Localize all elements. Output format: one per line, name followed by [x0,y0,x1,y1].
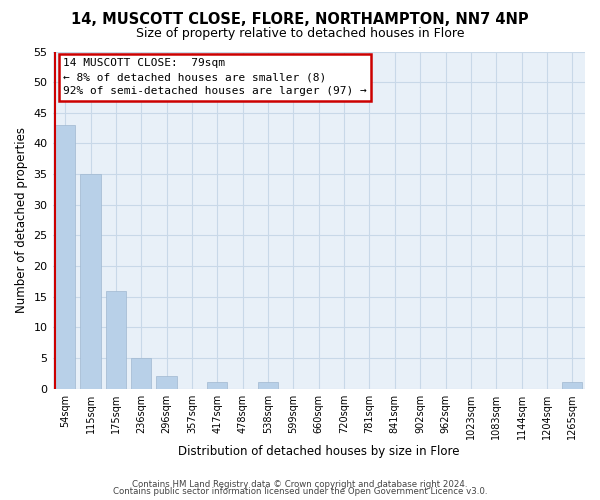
Text: 14, MUSCOTT CLOSE, FLORE, NORTHAMPTON, NN7 4NP: 14, MUSCOTT CLOSE, FLORE, NORTHAMPTON, N… [71,12,529,28]
Bar [55,125,76,388]
Bar [106,290,126,388]
Bar [207,382,227,388]
Bar [562,382,583,388]
Text: 14 MUSCOTT CLOSE:  79sqm
← 8% of detached houses are smaller (8)
92% of semi-det: 14 MUSCOTT CLOSE: 79sqm ← 8% of detached… [63,58,367,96]
Bar [157,376,177,388]
Text: Size of property relative to detached houses in Flore: Size of property relative to detached ho… [136,28,464,40]
Y-axis label: Number of detached properties: Number of detached properties [15,127,28,313]
X-axis label: Distribution of detached houses by size in Flore: Distribution of detached houses by size … [178,444,460,458]
Bar [80,174,101,388]
Bar [258,382,278,388]
Bar [131,358,151,388]
Text: Contains HM Land Registry data © Crown copyright and database right 2024.: Contains HM Land Registry data © Crown c… [132,480,468,489]
Text: Contains public sector information licensed under the Open Government Licence v3: Contains public sector information licen… [113,488,487,496]
